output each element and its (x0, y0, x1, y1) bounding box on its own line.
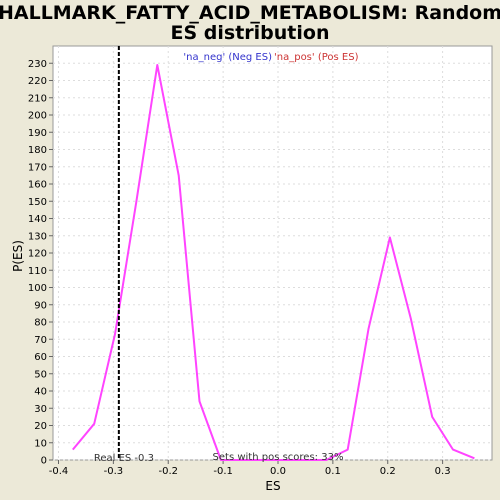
y-axis-label: P(ES) (11, 240, 25, 272)
chart-title-line1: HALLMARK_FATTY_ACID_METABOLISM: Random (0, 2, 500, 24)
y-tick-label: 180 (28, 145, 47, 156)
x-tick-label: -0.1 (213, 466, 233, 477)
legend-pos: 'na_pos' (Pos ES) (274, 52, 359, 63)
es-distribution-line (72, 64, 475, 461)
y-tick-label: 70 (34, 335, 47, 346)
real-es-layer: Real ES -0.3 (94, 46, 154, 464)
y-tick-label: 220 (28, 76, 47, 87)
x-tick-label: 0.0 (270, 466, 286, 477)
y-tick-label: 170 (28, 162, 47, 173)
y-tick-label: 110 (28, 266, 47, 277)
y-tick-label: 0 (41, 456, 47, 467)
y-tick-label: 130 (28, 231, 47, 242)
y-tick-label: 80 (34, 318, 47, 329)
x-tick-label: 0.1 (325, 466, 341, 477)
y-tick-label: 100 (28, 283, 47, 294)
x-axis-ticks: -0.4 -0.3 -0.2 -0.1 0.0 0.1 0.2 0.3 (49, 460, 451, 477)
y-tick-label: 50 (34, 369, 47, 380)
y-tick-label: 30 (34, 404, 47, 415)
x-tick-label: 0.3 (435, 466, 451, 477)
legend-neg: 'na_neg' (Neg ES) (183, 52, 272, 63)
real-es-label: Real ES -0.3 (94, 453, 154, 464)
x-tick-label: -0.2 (158, 466, 178, 477)
y-tick-label: 200 (28, 111, 47, 122)
y-tick-label: 40 (34, 387, 47, 398)
x-axis-label: ES (265, 479, 280, 493)
y-tick-label: 140 (28, 214, 47, 225)
y-tick-label: 150 (28, 197, 47, 208)
y-tick-label: 230 (28, 59, 47, 70)
x-tick-label: -0.3 (104, 466, 124, 477)
grid (53, 46, 492, 461)
y-tick-label: 120 (28, 249, 47, 260)
chart-title-line2: ES distribution (171, 22, 330, 44)
pos-scores-annotation: Sets with pos scores: 33% (213, 452, 344, 463)
series-layer (72, 64, 475, 461)
y-tick-label: 90 (34, 300, 47, 311)
x-tick-label: -0.4 (49, 466, 69, 477)
y-tick-label: 20 (34, 421, 47, 432)
x-tick-label: 0.2 (380, 466, 396, 477)
y-tick-label: 60 (34, 352, 47, 363)
y-axis-ticks: 0 10 20 30 40 50 60 70 80 90 100 110 120 130 140 150 160… (28, 59, 53, 467)
y-tick-label: 190 (28, 128, 47, 139)
y-tick-label: 210 (28, 93, 47, 104)
y-tick-label: 160 (28, 180, 47, 191)
y-tick-label: 10 (34, 438, 47, 449)
